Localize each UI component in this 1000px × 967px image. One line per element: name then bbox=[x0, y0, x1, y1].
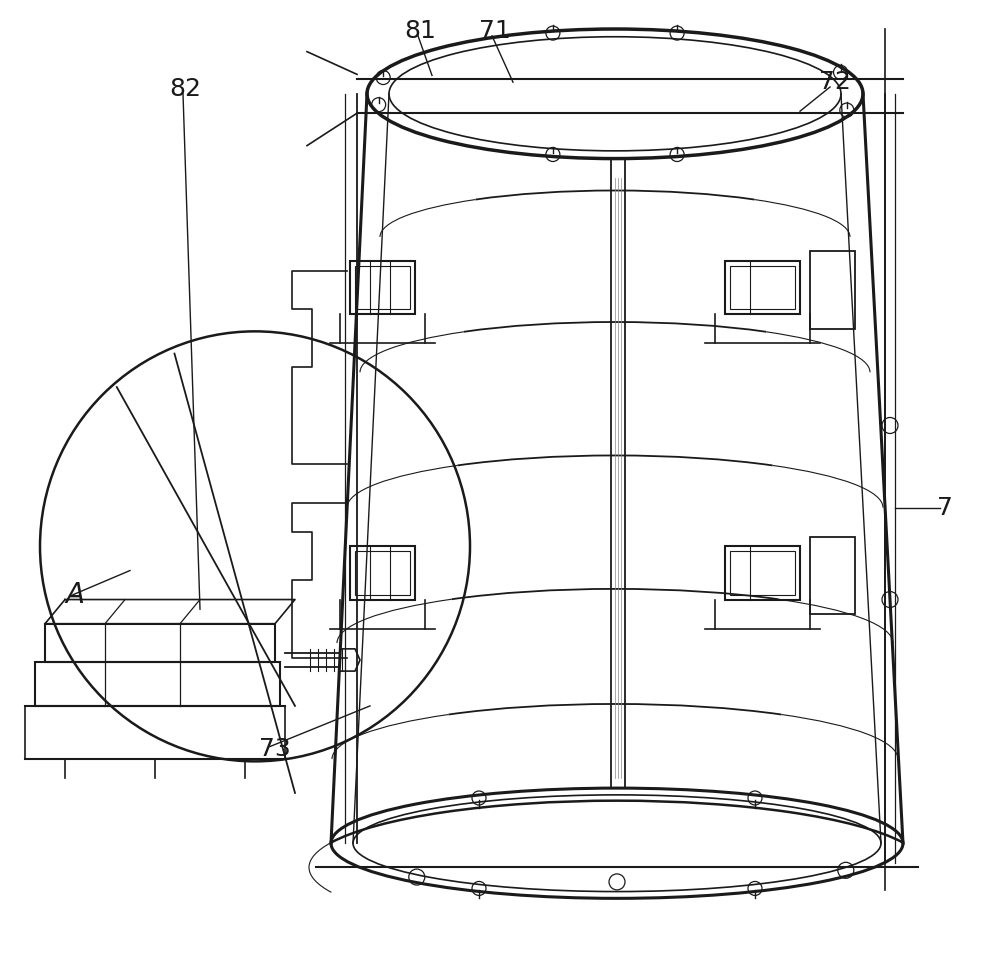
Text: 73: 73 bbox=[259, 738, 291, 761]
Bar bbox=[35, 662, 280, 706]
Bar bbox=[355, 266, 410, 309]
Bar bbox=[810, 251, 855, 329]
Text: 7: 7 bbox=[937, 496, 953, 519]
Bar bbox=[730, 266, 795, 309]
Text: 81: 81 bbox=[404, 19, 436, 43]
Bar bbox=[730, 551, 795, 595]
Bar bbox=[725, 546, 800, 600]
Bar bbox=[350, 546, 415, 600]
Bar bbox=[350, 261, 415, 314]
Bar bbox=[355, 551, 410, 595]
Text: 72: 72 bbox=[819, 71, 851, 94]
Text: 82: 82 bbox=[169, 77, 201, 101]
Text: 71: 71 bbox=[479, 19, 511, 43]
Text: A: A bbox=[66, 581, 84, 608]
Bar bbox=[810, 537, 855, 614]
Bar bbox=[725, 261, 800, 314]
